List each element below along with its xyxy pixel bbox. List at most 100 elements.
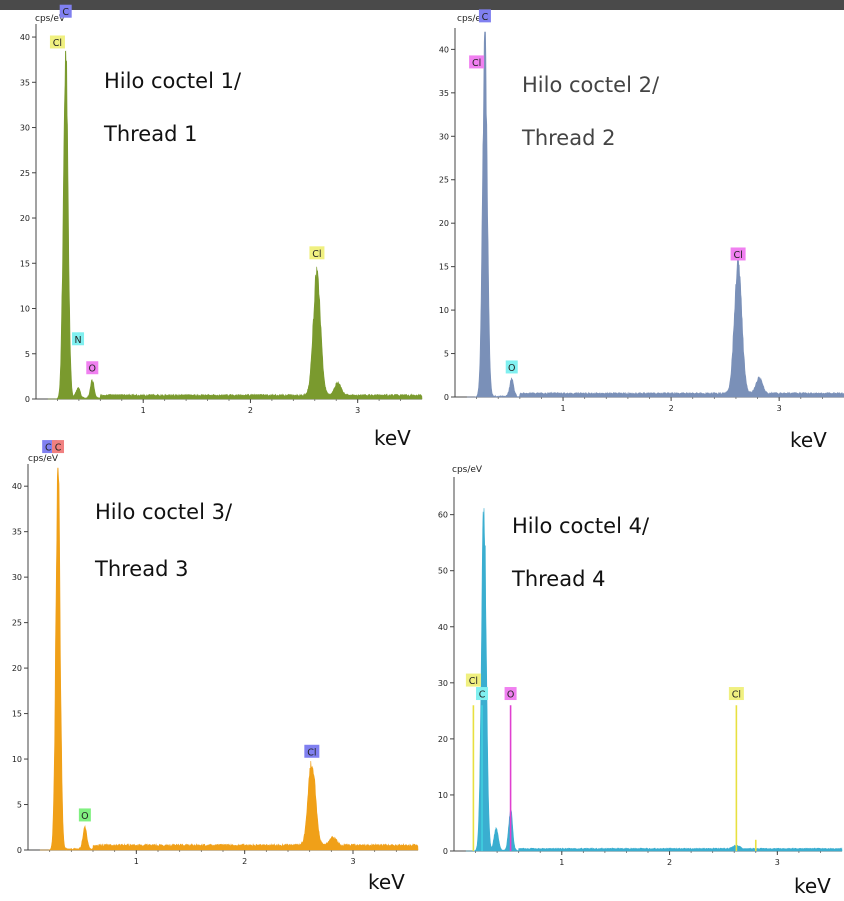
y-unit-label: cps/eV bbox=[28, 454, 59, 464]
x-unit-label: keV bbox=[794, 874, 831, 898]
element-label-text: O bbox=[507, 690, 514, 701]
element-label: Cl bbox=[469, 55, 485, 69]
spectrum-area bbox=[47, 50, 423, 400]
element-label-text: C bbox=[55, 443, 62, 454]
element-label-bg bbox=[469, 55, 485, 69]
element-label: C bbox=[476, 687, 489, 701]
element-label-text: Cl bbox=[53, 38, 62, 49]
element-label-text: Cl bbox=[732, 690, 741, 701]
element-label-bg bbox=[72, 332, 85, 346]
y-tick-label: 30 bbox=[20, 124, 30, 133]
spectrum-area bbox=[465, 508, 843, 852]
element-label: Cl bbox=[730, 247, 746, 261]
x-tick-label: 1 bbox=[141, 406, 146, 415]
y-tick-label: 40 bbox=[438, 623, 448, 632]
element-label-text: O bbox=[89, 364, 96, 375]
y-tick-label: 10 bbox=[438, 791, 448, 800]
y-tick-label: 15 bbox=[439, 263, 449, 272]
spectrum-panel-4: cps/eV 0 10 20 30 40 50 60 1 2 3 Cl C O Cl Hilo cocte… bbox=[422, 453, 844, 901]
element-label-bg bbox=[86, 361, 99, 375]
y-tick-label: 50 bbox=[438, 567, 448, 576]
y-tick-label: 0 bbox=[443, 847, 448, 856]
element-label-bg bbox=[476, 687, 489, 701]
y-tick-label: 20 bbox=[20, 214, 30, 223]
y-tick-label: 0 bbox=[17, 846, 22, 855]
spectrum-panel-3: cps/eV 0 5 10 15 20 25 30 35 40 1 2 3 Cl C O Cl Hilo co… bbox=[0, 440, 422, 901]
y-tick-label: 5 bbox=[25, 350, 30, 359]
x-unit-label: keV bbox=[368, 870, 405, 894]
element-label-text: N bbox=[74, 335, 81, 346]
element-label-bg bbox=[304, 744, 320, 758]
element-label-text: Cl bbox=[472, 58, 481, 69]
panel-title-line1: Hilo coctel 1/ bbox=[104, 69, 242, 93]
x-tick-label: 3 bbox=[775, 858, 780, 867]
element-label-text: Cl bbox=[45, 443, 54, 454]
panel-title-line1: Hilo coctel 4/ bbox=[512, 514, 650, 538]
spectrum-area bbox=[39, 467, 419, 851]
y-tick-label: 15 bbox=[12, 710, 22, 719]
y-tick-label: 35 bbox=[439, 89, 449, 98]
x-tick-label: 2 bbox=[667, 858, 672, 867]
element-label-bg bbox=[728, 687, 744, 701]
y-tick-label: 40 bbox=[12, 482, 22, 491]
panel-title-line2: Thread 2 bbox=[522, 126, 616, 150]
y-tick-label: 10 bbox=[439, 306, 449, 315]
y-tick-label: 25 bbox=[12, 619, 22, 628]
element-label: C bbox=[478, 9, 491, 23]
element-label-bg bbox=[78, 808, 91, 822]
y-tick-label: 40 bbox=[439, 45, 449, 54]
element-label-bg bbox=[478, 9, 491, 23]
y-tick-label: 35 bbox=[20, 78, 30, 87]
element-label: O bbox=[86, 361, 99, 375]
y-tick-label: 0 bbox=[444, 393, 449, 402]
element-label-bg bbox=[730, 247, 746, 261]
element-label-bg bbox=[504, 687, 517, 701]
y-tick-label: 5 bbox=[444, 350, 449, 359]
element-label: N bbox=[72, 332, 85, 346]
spectrum-area bbox=[466, 31, 844, 398]
x-tick-label: 3 bbox=[350, 857, 355, 866]
element-label-text: O bbox=[508, 363, 515, 374]
x-tick-label: 1 bbox=[561, 404, 566, 413]
x-unit-label: keV bbox=[374, 426, 411, 450]
element-label-bg bbox=[309, 246, 325, 260]
panel-title-line1: Hilo coctel 2/ bbox=[522, 73, 660, 97]
element-label: Cl bbox=[309, 246, 325, 260]
y-tick-label: 15 bbox=[20, 259, 30, 268]
y-tick-label: 30 bbox=[439, 132, 449, 141]
panel-title-line2: Thread 3 bbox=[95, 557, 189, 581]
element-label-text: C bbox=[479, 690, 486, 701]
element-label-text: O bbox=[81, 811, 88, 822]
element-label-text: Cl bbox=[312, 249, 321, 260]
element-label-bg bbox=[59, 4, 72, 18]
element-label-text: Cl bbox=[733, 250, 742, 261]
y-unit-label: cps/eV bbox=[35, 14, 66, 24]
y-unit-label: cps/eV bbox=[457, 14, 488, 24]
x-tick-label: 1 bbox=[134, 857, 139, 866]
y-tick-label: 35 bbox=[12, 528, 22, 537]
element-label-text: C bbox=[62, 7, 69, 18]
element-label-text: Cl bbox=[307, 747, 316, 758]
y-tick-label: 20 bbox=[438, 735, 448, 744]
y-tick-label: 60 bbox=[438, 511, 448, 520]
y-unit-label: cps/eV bbox=[452, 465, 483, 475]
spectrum-chart-2: 0 5 10 15 20 25 30 35 40 1 2 3 C Cl O Cl bbox=[439, 9, 844, 413]
element-label-bg bbox=[465, 673, 481, 687]
y-tick-label: 0 bbox=[25, 395, 30, 404]
element-label: Cl bbox=[304, 744, 320, 758]
top-image-strip bbox=[0, 0, 844, 10]
x-tick-label: 3 bbox=[777, 404, 782, 413]
y-tick-label: 30 bbox=[12, 573, 22, 582]
x-tick-label: 2 bbox=[669, 404, 674, 413]
element-label-bg bbox=[505, 360, 518, 374]
element-label: Cl bbox=[728, 687, 744, 701]
element-label: Cl bbox=[465, 673, 481, 687]
spectrum-panel-2: cps/eV 0 5 10 15 20 25 30 35 40 1 2 3 C Cl O Cl Hilo co… bbox=[422, 9, 844, 452]
y-tick-label: 40 bbox=[20, 33, 30, 42]
element-label: O bbox=[504, 687, 517, 701]
element-label-bg bbox=[49, 35, 65, 49]
element-label-bg bbox=[52, 440, 65, 454]
y-tick-label: 10 bbox=[12, 755, 22, 764]
spectrum-chart-1: 0 5 10 15 20 25 30 35 40 1 2 3 C Cl N O Cl bbox=[20, 4, 423, 415]
element-label: C bbox=[59, 4, 72, 18]
